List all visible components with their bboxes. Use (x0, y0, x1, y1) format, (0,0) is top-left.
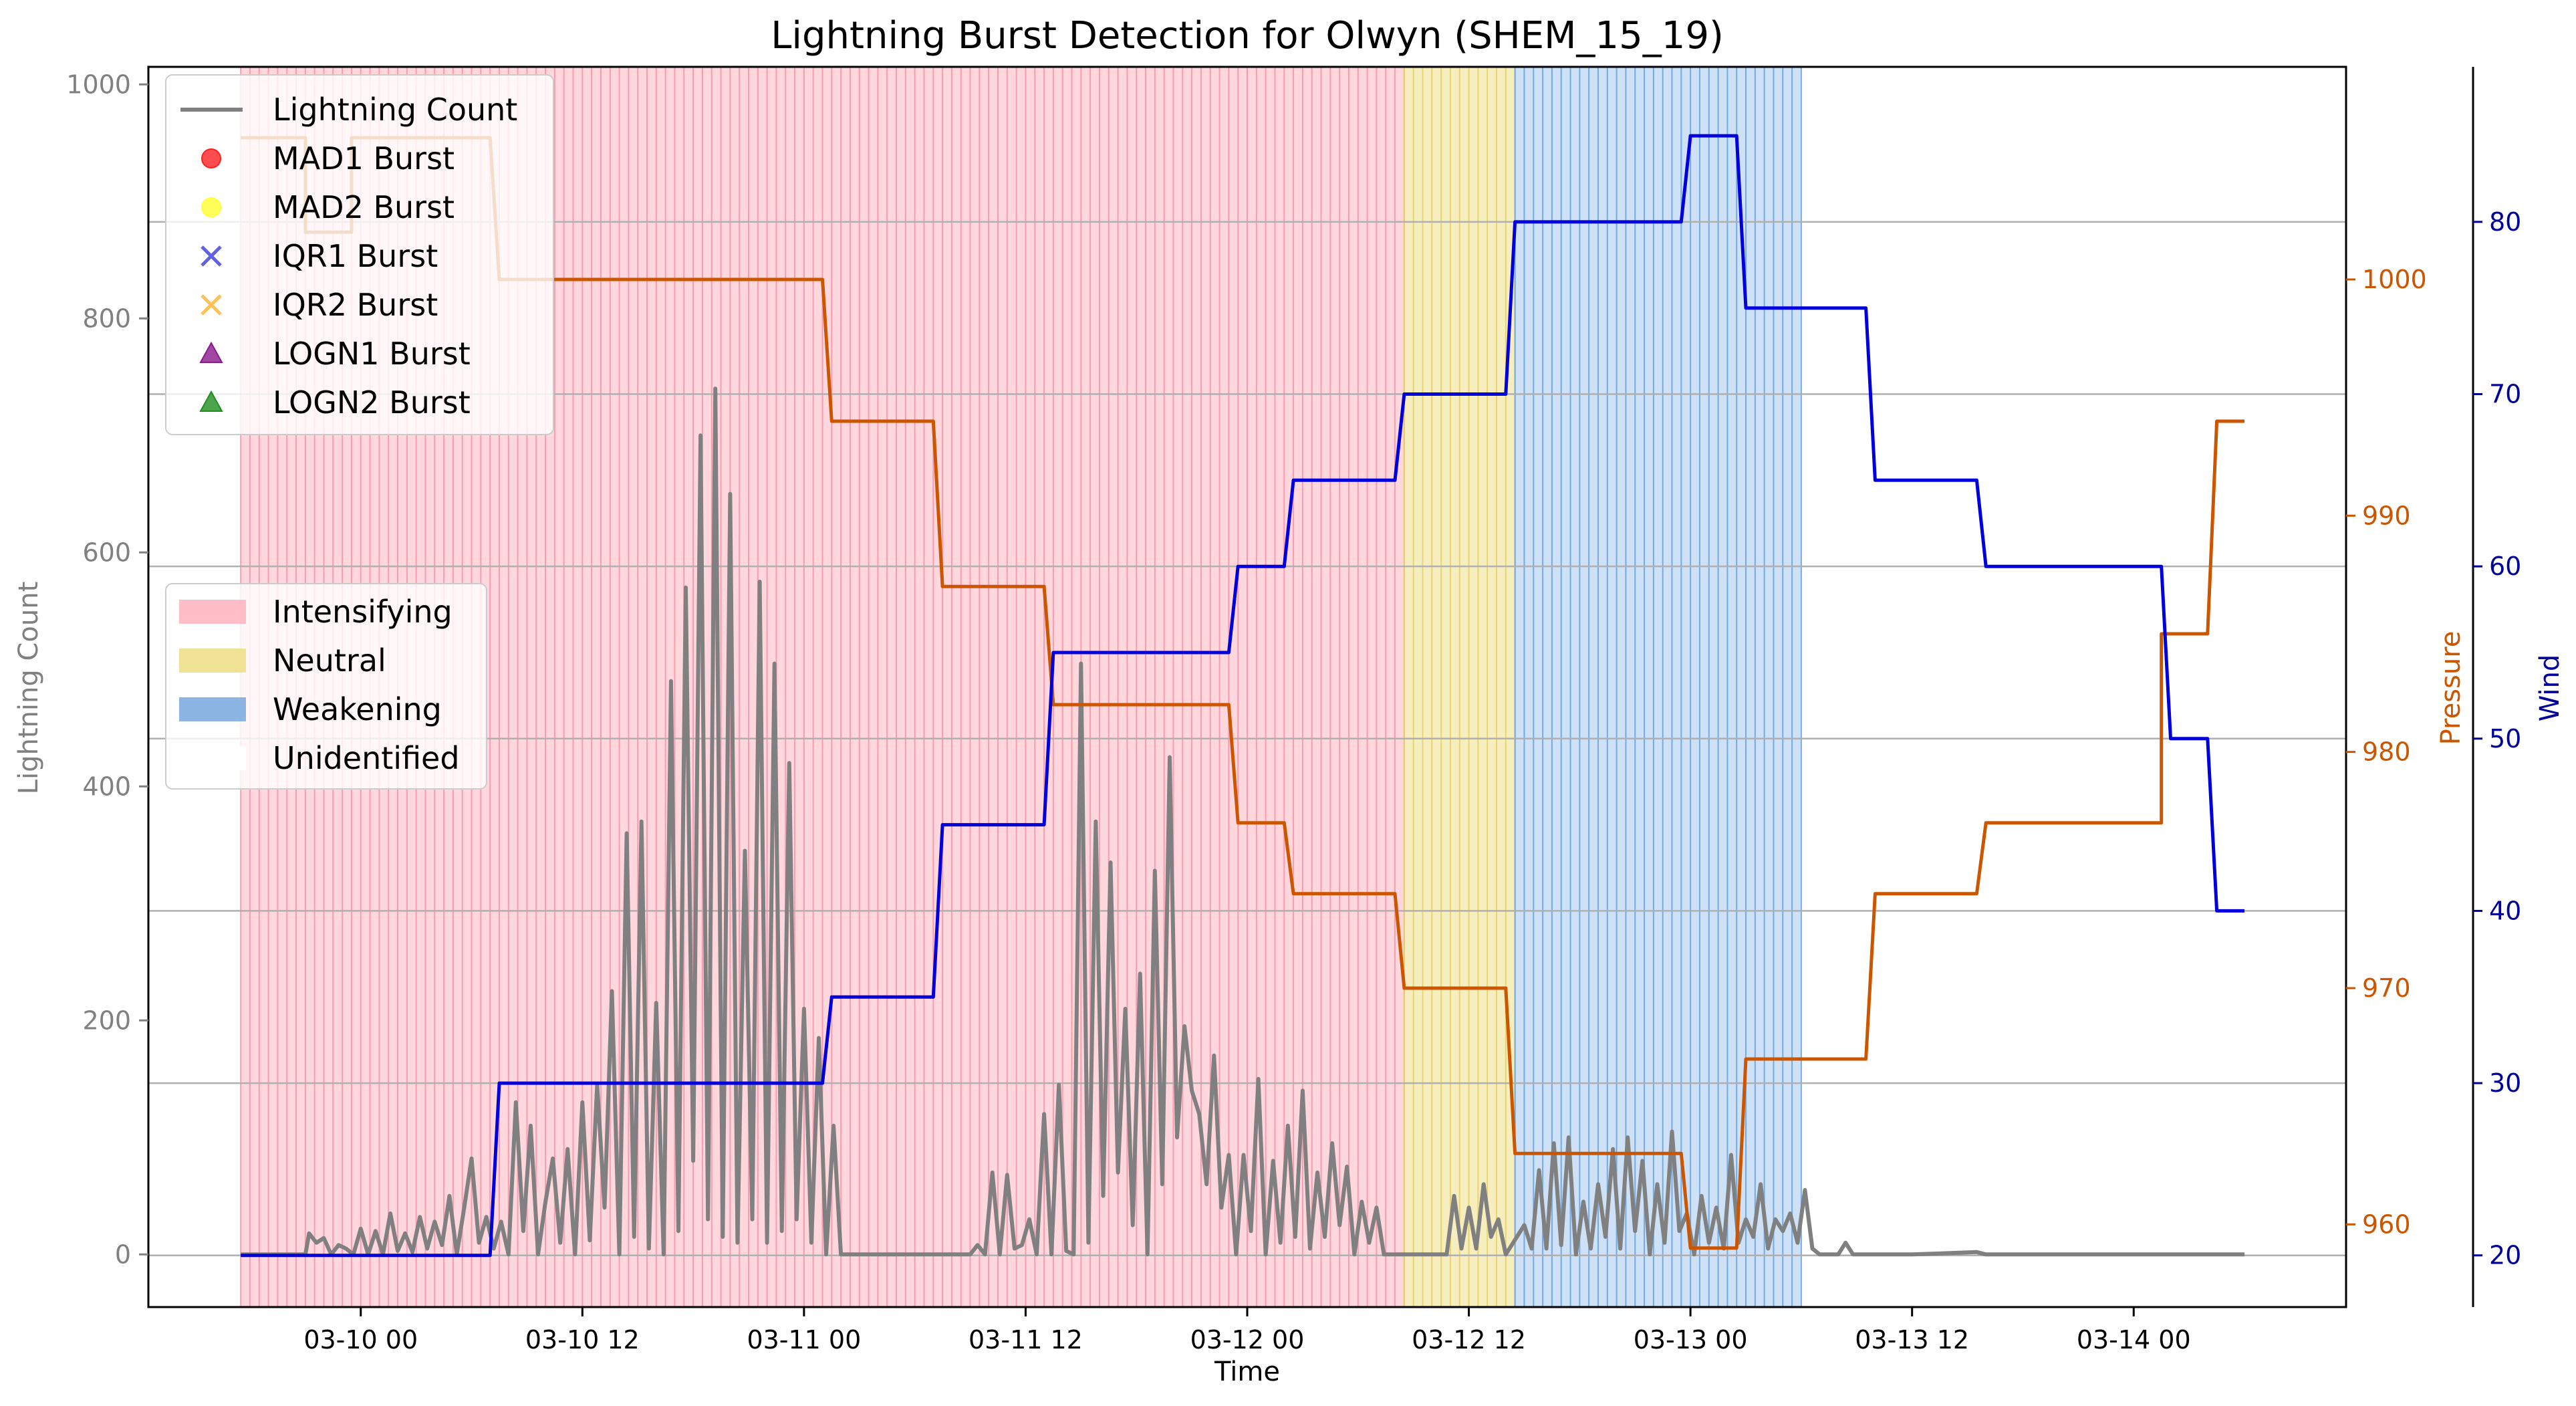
y-tick-label-wind: 20 (2489, 1241, 2521, 1270)
y-tick-label-lightning: 1000 (66, 70, 131, 99)
legend-triangle-marker (199, 390, 223, 412)
y-tick-label-lightning: 400 (82, 772, 131, 801)
x-tick-label: 03-10 00 (303, 1325, 418, 1355)
y-tick-label-pressure: 970 (2362, 973, 2411, 1003)
y-tick-label-lightning: 600 (82, 538, 131, 567)
y-axis-label-pressure: Pressure (2436, 631, 2466, 745)
legend-series-label: Lightning Count (273, 92, 517, 128)
y-tick-label-wind: 40 (2489, 896, 2521, 925)
x-tick-label: 03-11 12 (969, 1325, 1083, 1355)
y-axis-label-lightning: Lightning Count (13, 582, 44, 795)
x-tick-label: 03-13 12 (1855, 1325, 1969, 1355)
y-tick-label-pressure: 1000 (2362, 265, 2427, 294)
y-tick-label-wind: 30 (2489, 1068, 2521, 1098)
x-tick-label: 03-12 12 (1412, 1325, 1526, 1355)
legend-phase-swatch (179, 600, 246, 624)
legend-phase-label: Intensifying (273, 594, 453, 630)
y-axis-label-wind: Wind (2535, 655, 2565, 722)
axes: 03-10 00 03-10 12 03-11 00 03-11 12 03-12 00… (66, 66, 2521, 1355)
legend-series-label: LOGN1 Burst (273, 336, 471, 372)
y-tick-label-pressure: 990 (2362, 501, 2411, 530)
y-tick-label-lightning: 800 (82, 304, 131, 333)
wind-line (241, 134, 2244, 1258)
y-tick-label-wind: 80 (2489, 207, 2521, 237)
legend-series-label: MAD1 Burst (273, 140, 455, 177)
x-tick-label: 03-10 12 (525, 1325, 640, 1355)
y-tick-label-wind: 50 (2489, 724, 2521, 753)
y-tick-label-wind: 60 (2489, 552, 2521, 581)
legend-triangle-marker (199, 341, 223, 363)
y-tick-label-pressure: 980 (2362, 737, 2411, 767)
legend-phase-label: Unidentified (273, 740, 460, 776)
legend-series-label: MAD2 Burst (273, 189, 455, 225)
legend-x-marker (201, 245, 222, 267)
x-axis-label: Time (1214, 1357, 1280, 1387)
phase-hatch-weakening (1514, 67, 1802, 1307)
x-tick-label: 03-14 00 (2077, 1325, 2191, 1355)
legend-x-marker (201, 294, 222, 316)
legend-phase-label: Neutral (273, 642, 386, 679)
legend-series-label: IQR2 Burst (273, 287, 438, 323)
x-tick-label: 03-11 00 (747, 1325, 861, 1355)
legend-series-label: LOGN2 Burst (273, 384, 471, 421)
legends: Lightning Count MAD1 Burst MAD2 Burst IQR1 … (165, 74, 554, 790)
legend-phase-swatch (179, 746, 246, 770)
y-tick-label-wind: 70 (2489, 380, 2521, 409)
legend-phase-swatch (179, 697, 246, 721)
phase-band-weakening (1515, 67, 1801, 1307)
lightning-count-line (241, 386, 2244, 1257)
y-tick-label-lightning: 0 (115, 1240, 131, 1269)
legend-circle-marker (201, 197, 221, 217)
legend-phase-swatch (179, 649, 246, 673)
y-tick-label-lightning: 200 (82, 1006, 131, 1035)
legend-circle-marker (201, 148, 221, 168)
legend-phase-box (165, 583, 487, 790)
y-tick-label-pressure: 960 (2362, 1209, 2411, 1239)
legend-series-box (165, 74, 554, 435)
x-tick-label: 03-13 00 (1634, 1325, 1748, 1355)
legend-phase-label: Weakening (273, 691, 442, 727)
legend-series-label: IQR1 Burst (273, 238, 438, 274)
chart-title: Lightning Burst Detection for Olwyn (SHE… (771, 14, 1724, 57)
x-tick-label: 03-12 00 (1190, 1325, 1305, 1355)
